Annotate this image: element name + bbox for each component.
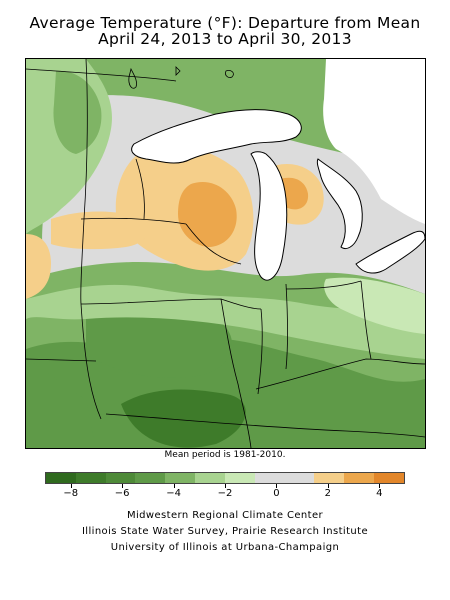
temperature-departure-map [25, 58, 426, 449]
legend-swatch [195, 473, 225, 483]
legend-tick-label: 0 [273, 488, 280, 499]
anomaly-zone-ohio-pale [324, 277, 425, 334]
anomaly-zone-northwest-darker [53, 70, 102, 154]
lake-superior [131, 108, 302, 164]
legend-swatch [374, 473, 404, 483]
anomaly-zone-iowa-warm [51, 211, 150, 250]
legend-tick-label: 4 [376, 488, 383, 499]
legend-swatch [75, 473, 106, 483]
color-scale-legend [45, 472, 405, 484]
legend-tick [70, 484, 72, 488]
legend-swatch [254, 473, 285, 483]
legend-swatch [165, 473, 196, 483]
legend-tick [276, 484, 278, 488]
legend-tick [122, 484, 124, 488]
legend-tick-label: −4 [166, 488, 181, 499]
legend-swatch [135, 473, 166, 483]
legend-swatch [284, 473, 315, 483]
credit-line-1: Midwestern Regional Climate Center [126, 510, 324, 521]
legend-swatch [344, 473, 375, 483]
map-title-line1: Average Temperature (°F): Departure from… [29, 14, 421, 32]
lake-michigan [250, 151, 288, 281]
map-title-line2: April 24, 2013 to April 30, 2013 [98, 30, 352, 48]
legend-tick [379, 484, 381, 488]
legend-tick-label: 2 [324, 488, 332, 499]
anomaly-zone-central-light [26, 284, 425, 359]
map-svg [26, 59, 425, 448]
legend-tick-labels: −8 −6 −4 −2 0 2 4 [45, 484, 405, 502]
legend-tick-label: −6 [114, 488, 130, 499]
credit-line-2: Illinois State Water Survey, Prairie Res… [81, 526, 369, 537]
anomaly-zone-west-edge [26, 359, 96, 448]
anomaly-zone-southern-coldest [121, 389, 246, 448]
legend-tick [173, 484, 175, 488]
anomaly-zone-wisconsin-warmer [178, 181, 237, 247]
legend-tick-label: −2 [217, 488, 233, 499]
legend-swatch [105, 473, 136, 483]
northern-islands [128, 66, 234, 89]
legend-tick-label: −8 [63, 488, 79, 499]
legend-swatch [46, 473, 76, 483]
state-boundaries [26, 59, 425, 448]
lake-erie [355, 230, 425, 274]
legend-swatch [224, 473, 255, 483]
lake-ontario-canada [323, 59, 425, 224]
legend-tick [327, 484, 329, 488]
anomaly-zone-west-warm [26, 234, 51, 299]
mean-period-note: Mean period is 1981-2010. [164, 450, 286, 460]
credit-line-3: University of Illinois at Urbana-Champai… [110, 542, 340, 553]
legend-tick [225, 484, 226, 488]
lake-huron [316, 158, 363, 250]
legend-swatch [314, 473, 345, 483]
